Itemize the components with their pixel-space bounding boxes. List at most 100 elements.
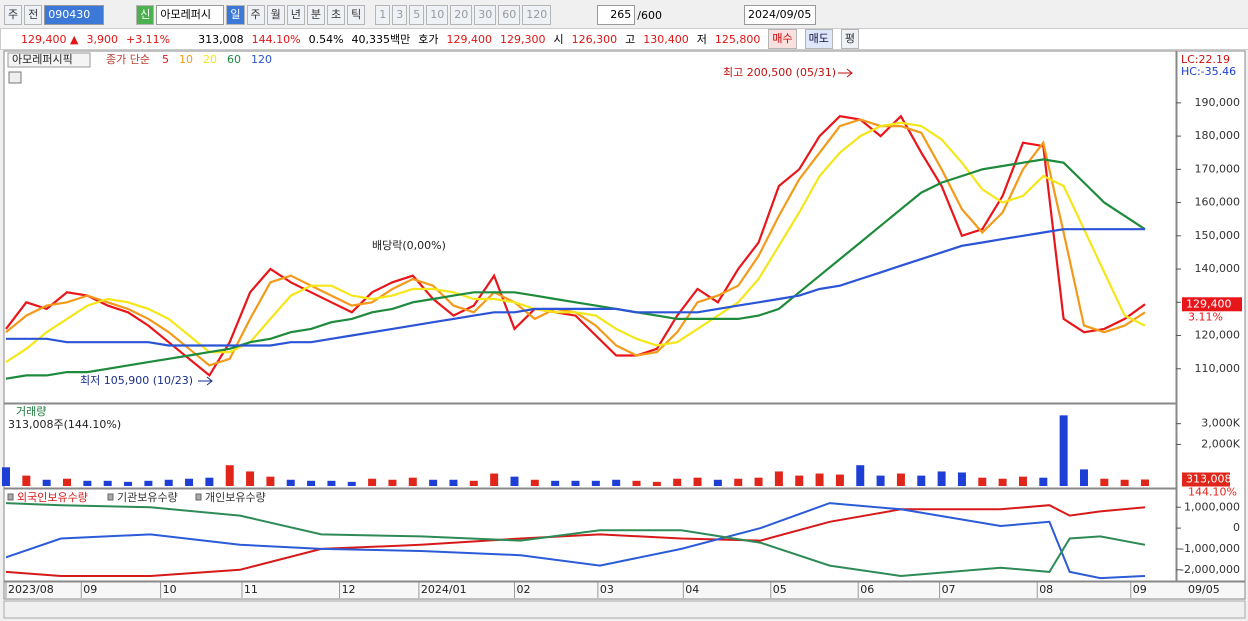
y-tick-label: 150,000 <box>1195 229 1241 242</box>
volume-bar <box>1120 479 1129 486</box>
volume-bar <box>185 478 194 486</box>
volume-bar <box>835 474 844 486</box>
y-tick-label: 120,000 <box>1195 329 1241 342</box>
period-btn[interactable]: 틱 <box>347 5 366 25</box>
sell-btn[interactable]: 매도 <box>804 29 833 49</box>
interval-btn[interactable]: 1 <box>375 5 391 25</box>
date-axis <box>3 581 1246 600</box>
volume-bar <box>673 478 682 486</box>
series-line <box>5 158 1146 380</box>
btn[interactable]: 전 <box>24 5 43 25</box>
legend-entry: 개인보유수량 <box>205 491 266 504</box>
x-tick-label: 04 <box>685 583 699 596</box>
bid: 129,300 <box>500 32 546 46</box>
period-btn[interactable]: 년 <box>286 5 305 25</box>
legend-entry: 20 <box>203 53 217 66</box>
volume-bar <box>286 479 295 486</box>
change-label: 3.11% <box>1188 310 1223 323</box>
volume-bar <box>490 473 499 486</box>
scrollbar[interactable] <box>3 600 1246 619</box>
series-line <box>5 114 1146 378</box>
interval-btn[interactable]: 30 <box>474 5 497 25</box>
volume-bar <box>144 480 153 486</box>
volume-bar <box>876 475 885 486</box>
legend-entry: 기관보유수량 <box>117 491 178 504</box>
label: 저 <box>696 33 707 46</box>
toolbar: 주 전 090430 신 아모레퍼시 일 주 월 년 분 초 틱 1 3 5 1… <box>0 3 816 27</box>
y-tick-label: 1,000,000 <box>1184 500 1240 513</box>
price: 129,400 ▲ <box>21 32 79 46</box>
annotation: LC:22.19 <box>1181 53 1230 66</box>
amount: 40,335백만 <box>351 33 411 46</box>
x-tick-label: 11 <box>244 583 258 596</box>
volume-bar <box>124 481 133 486</box>
volume-bar <box>388 479 397 486</box>
legend-entry: 60 <box>227 53 241 66</box>
y-tick-label: 160,000 <box>1195 196 1241 209</box>
period-btn[interactable]: 월 <box>266 5 285 25</box>
interval-btn[interactable]: 5 <box>409 5 425 25</box>
x-tick-label: 02 <box>516 583 530 596</box>
x-tick-label: 09 <box>1133 583 1147 596</box>
period-btn[interactable]: 초 <box>327 5 346 25</box>
volume-bar <box>551 480 560 486</box>
volume-bar <box>469 480 478 486</box>
count-input[interactable]: 265 <box>597 5 636 25</box>
buy-btn[interactable]: 매수 <box>768 29 797 49</box>
btn[interactable]: 신 <box>136 5 155 25</box>
y-tick-label: 3,000K <box>1201 417 1240 430</box>
btn[interactable]: 주 <box>4 5 23 25</box>
volume-bar <box>2 467 10 486</box>
y-tick-label: -1,000,000 <box>1180 542 1240 555</box>
y-tick-label: 2,000K <box>1201 437 1240 450</box>
annotation: 최저 105,900 (10/23) <box>80 374 193 387</box>
volume-bar <box>63 478 72 486</box>
volume-bar <box>571 480 580 486</box>
volume-bar <box>83 480 92 486</box>
interval-btn[interactable]: 60 <box>498 5 521 25</box>
volume-bar <box>896 473 905 486</box>
price-tag-label: 129,400 <box>1186 297 1232 310</box>
y-tick-label: -2,000,000 <box>1180 563 1240 576</box>
icon <box>8 71 22 84</box>
period-btn[interactable]: 주 <box>246 5 265 25</box>
volume-tag <box>1182 472 1230 487</box>
chart-subtitle: 313,008주(144.10%) <box>8 418 121 431</box>
interval-btn[interactable]: 3 <box>392 5 408 25</box>
price-tag <box>1182 297 1242 312</box>
interval-btn[interactable]: 20 <box>450 5 473 25</box>
volume-bar <box>510 476 519 486</box>
volume-bar <box>368 478 377 486</box>
y-tick-label: 0 <box>1233 521 1240 534</box>
code-input[interactable]: 090430 <box>44 5 105 25</box>
y-tick-label: 140,000 <box>1195 262 1241 275</box>
date-input[interactable]: 2024/09/05 <box>743 5 816 25</box>
y-tick-label: 180,000 <box>1195 129 1241 142</box>
legend-marker <box>107 493 114 501</box>
y-tick-label: 110,000 <box>1195 362 1241 375</box>
volume-bar <box>754 477 763 486</box>
period-btn[interactable]: 일 <box>226 5 245 25</box>
volume-bar <box>591 480 600 486</box>
period-btn[interactable]: 분 <box>306 5 325 25</box>
volume-bar <box>22 475 31 486</box>
series-line <box>5 502 1146 580</box>
volume-bar <box>652 481 661 486</box>
series-line <box>5 121 1146 364</box>
arrow <box>838 68 853 78</box>
turnover: 0.54% <box>308 32 344 46</box>
volume-bar <box>307 480 316 486</box>
interval-btn[interactable]: 10 <box>426 5 449 25</box>
x-tick-label: 2023/08 <box>8 583 54 596</box>
annotation: HC:-35.46 <box>1181 65 1236 78</box>
change-rate: +3.11% <box>125 32 171 46</box>
x-end-label: 09/05 <box>1188 583 1220 596</box>
interval-btn[interactable]: 120 <box>522 5 552 25</box>
volume-bar <box>632 480 641 486</box>
volume-bar <box>164 479 173 486</box>
legend-entry: 10 <box>179 53 193 66</box>
btn[interactable]: 평 <box>840 29 860 49</box>
volume-tag-label: 313,008 <box>1186 472 1232 485</box>
volume-panel <box>3 403 1177 489</box>
